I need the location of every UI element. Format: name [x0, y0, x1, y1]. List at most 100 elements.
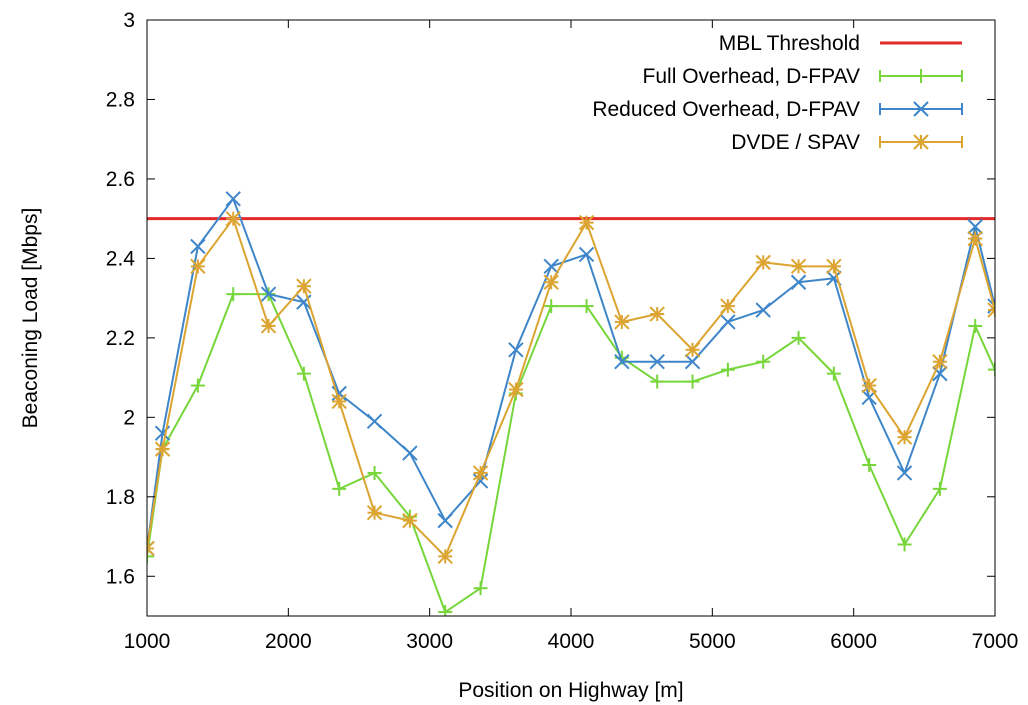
data-point — [332, 481, 347, 496]
y-axis-label: Beaconing Load [Mbps] — [19, 208, 42, 429]
marker-stroke — [755, 254, 771, 271]
marker-stroke — [913, 134, 929, 150]
x-tick-label: 5000 — [689, 630, 736, 653]
data-point — [578, 214, 595, 231]
data-point — [988, 362, 995, 377]
legend-item: Reduced Overhead, D-FPAV — [592, 98, 963, 121]
y-tick-label: 3 — [123, 9, 135, 32]
legend: MBL Threshold Full Overhead, D-FPAV Reduce… — [592, 32, 963, 154]
axis-ticks — [146, 19, 996, 616]
data-point — [226, 287, 241, 302]
y-tick-label: 2.2 — [106, 327, 135, 350]
legend-marker — [914, 69, 928, 83]
marker-stroke — [826, 258, 842, 275]
legend-item: MBL Threshold — [719, 32, 962, 55]
marker-stroke — [649, 353, 665, 370]
marker-stroke — [987, 308, 995, 318]
marker-stroke — [402, 512, 418, 529]
y-tick-label: 2 — [123, 406, 135, 429]
marker-stroke — [437, 548, 453, 565]
legend-label: MBL Threshold — [719, 32, 860, 55]
marker-stroke — [543, 274, 559, 290]
marker-stroke — [649, 306, 665, 322]
data-point — [508, 342, 524, 358]
data-point — [438, 605, 453, 616]
y-tick-label: 2.8 — [106, 88, 135, 111]
data-point — [932, 353, 948, 370]
data-point — [684, 342, 701, 358]
x-tick-label: 4000 — [548, 630, 595, 653]
marker-stroke — [967, 230, 983, 247]
marker-stroke — [896, 465, 913, 481]
data-point — [755, 254, 771, 271]
legend-label: Full Overhead, D-FPAV — [643, 65, 860, 88]
y-tick-label: 2.4 — [106, 247, 136, 270]
data-point — [932, 365, 948, 382]
data-point — [260, 286, 277, 302]
marker-stroke — [190, 238, 206, 255]
marker-stroke — [437, 512, 453, 529]
data-point — [826, 258, 842, 275]
y-tick-label: 2.6 — [106, 168, 135, 191]
marker-stroke — [225, 210, 241, 227]
marker-stroke — [790, 274, 807, 290]
data-point — [437, 512, 453, 529]
marker-stroke — [987, 302, 995, 312]
marker-stroke — [720, 314, 736, 330]
data-point — [473, 581, 488, 596]
marker-stroke — [578, 214, 595, 231]
legend-marker — [913, 134, 929, 150]
data-point — [402, 445, 418, 461]
data-point — [225, 191, 241, 207]
marker-stroke — [508, 381, 524, 398]
marker-stroke — [472, 465, 489, 481]
data-point — [968, 318, 983, 333]
marker-stroke — [154, 441, 171, 457]
marker-stroke — [967, 218, 983, 235]
marker-stroke — [614, 353, 630, 370]
plot-content — [147, 191, 995, 616]
series-1 — [147, 287, 995, 616]
marker-stroke — [755, 302, 771, 318]
marker-stroke — [260, 286, 277, 302]
y-tick-label: 1.6 — [106, 565, 135, 588]
marker-stroke — [684, 342, 701, 358]
data-point — [296, 366, 311, 381]
data-point — [190, 258, 206, 275]
data-point — [755, 302, 771, 318]
data-point — [578, 246, 595, 263]
data-point — [987, 302, 995, 318]
marker-stroke — [684, 353, 701, 370]
data-point — [685, 374, 700, 389]
data-point — [896, 465, 913, 481]
marker-stroke — [296, 294, 312, 310]
data-point — [614, 353, 630, 370]
data-point — [296, 278, 312, 294]
marker-stroke — [366, 413, 383, 430]
data-point — [296, 294, 312, 310]
data-point — [790, 258, 807, 275]
series-line — [147, 293, 995, 614]
data-point — [791, 330, 806, 345]
marker-stroke — [331, 393, 347, 410]
marker-stroke — [260, 318, 277, 334]
data-point — [932, 481, 947, 496]
marker-stroke — [578, 246, 595, 263]
legend-label: Reduced Overhead, D-FPAV — [592, 98, 860, 121]
data-point — [650, 374, 665, 389]
data-point — [402, 512, 418, 529]
legend-item: DVDE / SPAV — [731, 131, 963, 154]
data-point — [579, 299, 594, 314]
data-point — [720, 298, 736, 314]
marker-stroke — [790, 258, 807, 275]
data-point — [154, 441, 171, 457]
data-point — [147, 540, 155, 557]
x-tick-label: 2000 — [265, 630, 312, 653]
data-point — [649, 306, 665, 322]
data-point — [862, 458, 877, 473]
marker-stroke — [932, 353, 948, 370]
data-point — [967, 230, 983, 247]
x-axis-label: Position on Highway [m] — [458, 679, 683, 702]
data-point — [190, 378, 205, 393]
